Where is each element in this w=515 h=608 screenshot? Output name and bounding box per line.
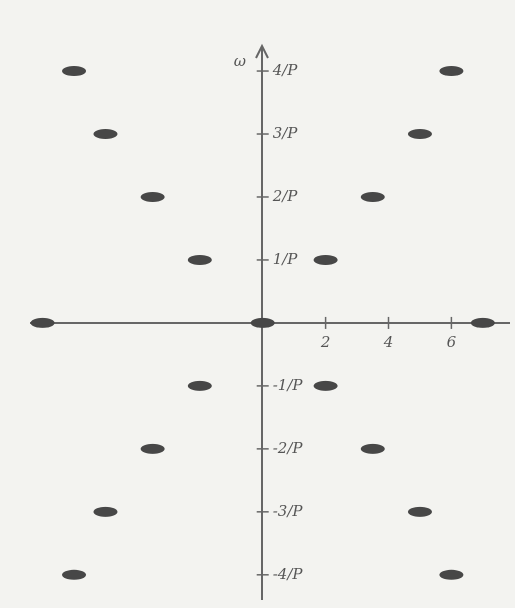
point [187,380,212,391]
point [360,443,385,454]
point [470,317,495,328]
point [313,254,338,265]
point [140,191,165,202]
point [313,380,338,391]
y-tick-label: -3/P [273,502,304,520]
y-tick-label: 1/P [273,250,299,268]
y-tick-label: -1/P [273,376,304,394]
x-tick-label: 6 [447,333,457,351]
point [30,317,55,328]
axis-arrow [255,43,269,59]
point [93,506,118,517]
y-tick-label: 2/P [272,187,299,205]
y-tick-label: 4/P [272,61,299,79]
point [407,506,432,517]
point [140,443,165,454]
point [93,129,118,140]
x-tick-label: 4 [383,333,394,351]
y-tick-label: -2/P [273,439,304,457]
point [187,254,212,265]
point [360,191,385,202]
y-tick-label: 3/P [273,124,299,142]
point [439,569,464,580]
point [407,129,432,140]
x-tick-label: 2 [320,333,331,351]
point [439,66,464,77]
y-axis-label: ω [234,52,246,70]
point [62,569,87,580]
y-tick-label: -4/P [273,565,304,583]
point [62,66,87,77]
point [250,317,275,328]
